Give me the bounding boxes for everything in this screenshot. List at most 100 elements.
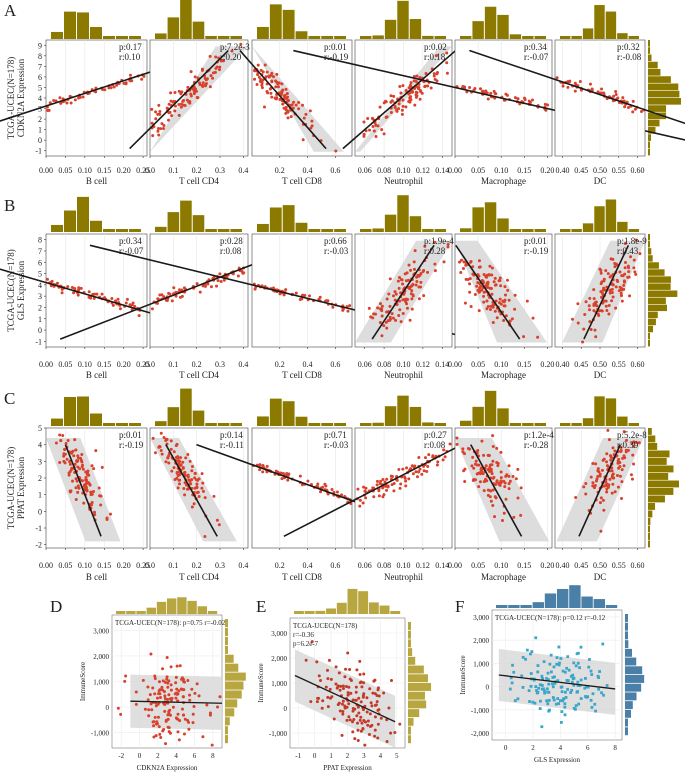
data-point [610, 475, 614, 479]
x-tick-label: 0.2 [192, 360, 202, 369]
x-tick-label: 0.3 [215, 360, 225, 369]
data-point [531, 98, 535, 102]
x-histogram-bar [294, 611, 304, 614]
data-point [572, 661, 576, 665]
x-histogram-bar [155, 226, 167, 232]
data-point [357, 696, 361, 700]
data-point [507, 474, 511, 478]
data-point [546, 702, 550, 706]
data-point [486, 453, 490, 457]
x-tick-label: 0.05 [58, 360, 72, 369]
data-point [76, 490, 80, 494]
data-point [599, 268, 603, 272]
data-point [605, 684, 609, 687]
data-point [568, 79, 572, 83]
data-point [594, 335, 598, 339]
data-point [599, 271, 603, 275]
data-point [634, 238, 638, 242]
data-point [186, 475, 190, 479]
x-histogram-bar [257, 416, 269, 426]
data-point [86, 469, 90, 473]
data-point [321, 699, 325, 703]
data-point [286, 474, 290, 478]
x-histogram-bar [207, 611, 218, 614]
x-axis-label: B cell [86, 572, 108, 582]
data-point [162, 124, 166, 128]
data-point [389, 731, 393, 735]
data-point [372, 129, 376, 133]
data-point [302, 116, 306, 120]
data-point [442, 260, 446, 264]
data-point [408, 287, 412, 291]
data-point [381, 477, 385, 481]
data-point [195, 682, 199, 686]
x-tick-label: 4 [174, 752, 178, 760]
data-point [545, 699, 549, 703]
x-tick-label: 0.10 [78, 561, 92, 570]
x-histogram-bar [593, 599, 605, 608]
data-point [141, 678, 145, 682]
confidence-band [46, 46, 147, 152]
x-histogram-bar [509, 423, 522, 426]
data-point [95, 292, 99, 296]
x-tick-label: 0.55 [612, 561, 626, 570]
data-point [377, 694, 381, 698]
data-point [400, 108, 404, 112]
data-point [148, 693, 152, 697]
data-point [490, 273, 494, 277]
x-histogram-bar [347, 588, 358, 614]
x-histogram-bar [582, 418, 594, 426]
data-point [154, 110, 158, 114]
data-point [401, 298, 405, 302]
data-point [157, 692, 161, 696]
data-point [533, 701, 537, 705]
data-point [477, 485, 481, 489]
y-histogram-bar [648, 480, 679, 488]
data-point [398, 85, 402, 89]
x-axis-label: T cell CD8 [282, 176, 322, 186]
data-point [208, 85, 212, 89]
x-histogram-bar [434, 229, 446, 232]
data-point [616, 485, 620, 489]
data-point [409, 98, 413, 102]
data-point [203, 284, 207, 288]
data-point [621, 96, 625, 100]
x-tick-label: 0.40 [556, 360, 570, 369]
data-point [473, 293, 477, 297]
data-point [281, 472, 285, 476]
x-tick-label: 8 [613, 744, 617, 752]
data-point [491, 321, 495, 325]
x-tick-label: 0.60 [631, 561, 645, 570]
data-point [564, 696, 568, 699]
data-point [188, 693, 192, 697]
y-tick-label: 1 [38, 126, 42, 135]
data-point [475, 284, 479, 288]
data-point [191, 712, 195, 716]
data-point [536, 335, 540, 339]
y-histogram-bar [648, 311, 658, 319]
y-histogram-bar [625, 701, 633, 710]
data-point [445, 61, 449, 65]
data-point [284, 87, 288, 91]
x-tick-label: 0.6 [330, 360, 340, 369]
data-point [555, 76, 559, 80]
data-point [367, 732, 371, 736]
data-point [374, 134, 378, 138]
data-point [93, 292, 97, 296]
p-value-label: p:5.2e-8 [617, 430, 647, 440]
data-point [516, 697, 520, 701]
data-point [610, 491, 614, 495]
p-value-label: p:0.14 [220, 430, 243, 440]
data-point [346, 693, 350, 697]
data-point [190, 505, 194, 509]
x-histogram-bar [520, 605, 532, 608]
data-point [414, 470, 418, 474]
data-point [556, 679, 560, 683]
data-point [496, 464, 500, 468]
data-point [140, 77, 144, 81]
data-point [576, 690, 580, 693]
data-point [475, 463, 479, 467]
data-point [189, 482, 193, 486]
data-point [527, 689, 531, 693]
data-point [477, 309, 481, 313]
